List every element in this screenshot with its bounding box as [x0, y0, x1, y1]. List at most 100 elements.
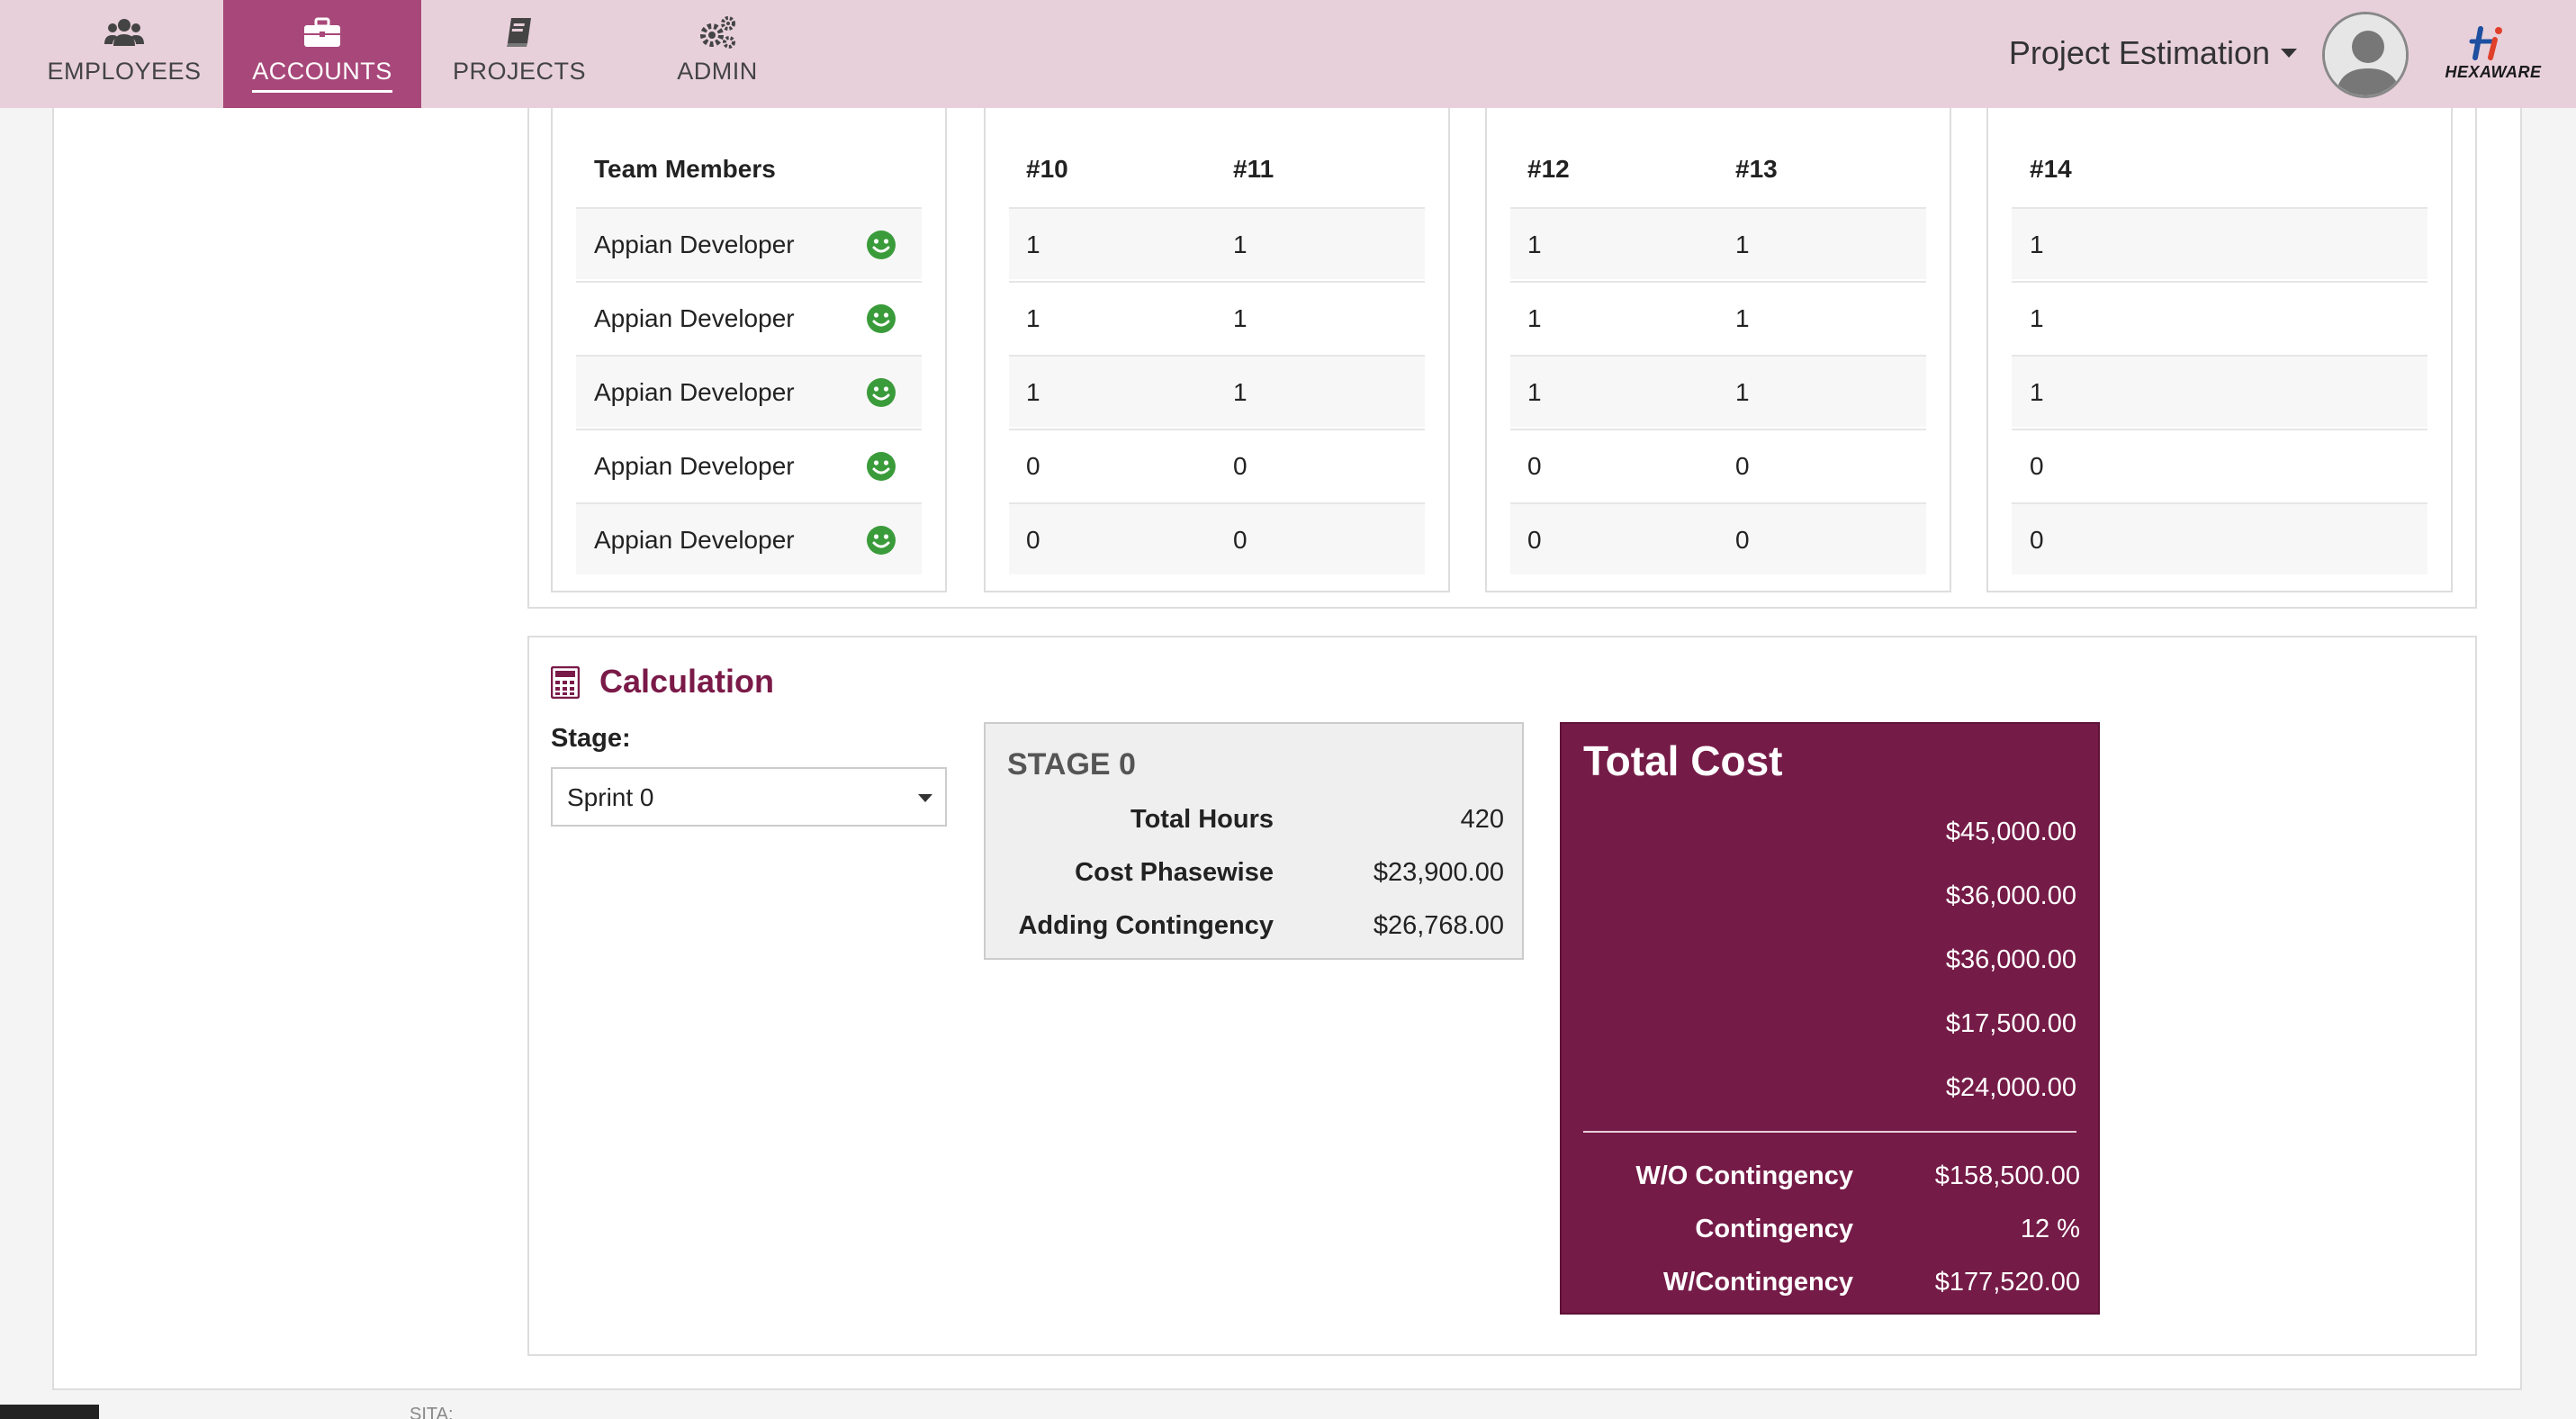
summary-value: $177,520.00	[1934, 1268, 2080, 1297]
project-selector[interactable]: Project Estimation	[2009, 34, 2297, 72]
summary-label: W/Contingency	[1662, 1268, 1853, 1297]
stage-row-adding-contingency: Adding Contingency $26,768.00	[986, 911, 1526, 963]
top-nav-bar: EMPLOYEES ACCOUNTS PROJECTS	[0, 0, 2576, 108]
total-cost-line: $36,000.00	[1945, 881, 2076, 910]
calculation-title: Calculation	[599, 663, 775, 700]
nav-projects[interactable]: PROJECTS	[423, 0, 616, 108]
table-row: 0	[2012, 502, 2427, 574]
nav-admin-label: ADMIN	[677, 58, 758, 85]
logo-text: HEXAWARE	[2445, 63, 2542, 81]
stage-select[interactable]: Sprint 0	[551, 767, 947, 827]
calculator-icon	[550, 665, 581, 700]
stage-row-label: Adding Contingency	[1018, 911, 1274, 940]
footer-bg	[99, 1405, 2576, 1419]
team-member-name: Appian Developer	[594, 452, 795, 480]
allocation-cell: 1	[1026, 304, 1040, 332]
nav-employees-label: EMPLOYEES	[47, 58, 202, 85]
smile-icon	[866, 230, 896, 260]
nav-employees[interactable]: EMPLOYEES	[27, 0, 221, 108]
gears-icon	[621, 14, 814, 50]
stage-row-value: $26,768.00	[1373, 911, 1504, 940]
nav-accounts-label: ACCOUNTS	[252, 58, 392, 93]
stage-summary-box: STAGE 0 Total Hours 420 Cost Phasewise $…	[984, 722, 1524, 960]
project-title: Project Estimation	[2008, 34, 2270, 71]
sprint-header-13: #13	[1735, 155, 1778, 183]
table-row: Appian Developer	[576, 502, 922, 574]
sprint-header-10: #10	[1026, 155, 1068, 183]
users-icon	[27, 14, 221, 50]
allocation-cell: 0	[1527, 526, 1542, 554]
stage-label: Stage:	[551, 724, 631, 753]
allocation-cell: 1	[1026, 378, 1040, 406]
smile-icon	[866, 525, 896, 556]
table-row: 1	[2012, 207, 2427, 279]
nav-accounts[interactable]: ACCOUNTS	[223, 0, 421, 108]
table-row: Appian Developer	[576, 355, 922, 427]
allocation-cell: 1	[1735, 230, 1750, 258]
stage-row-value: $23,900.00	[1373, 858, 1504, 887]
chevron-down-icon	[2281, 49, 2297, 58]
team-member-name: Appian Developer	[594, 304, 795, 332]
table-row: 0	[2012, 429, 2427, 501]
allocation-cell: 1	[1527, 304, 1542, 332]
allocation-cell: 1	[1233, 304, 1247, 332]
table-row: 1	[2012, 281, 2427, 353]
stage-row-total-hours: Total Hours 420	[986, 805, 1526, 857]
bottom-strip: SITA:	[0, 1405, 2576, 1419]
allocation-cell: 1	[1233, 378, 1247, 406]
briefcase-icon	[223, 14, 421, 50]
stage-row-cost-phasewise: Cost Phasewise $23,900.00	[986, 858, 1526, 910]
allocation-cell: 1	[1026, 230, 1040, 258]
summary-label: Contingency	[1695, 1215, 1853, 1243]
allocation-cell: 0	[1735, 452, 1750, 480]
table-row: Appian Developer	[576, 429, 922, 501]
allocation-cell: 1	[1735, 378, 1750, 406]
allocation-cell: 0	[1026, 452, 1040, 480]
table-row: 1	[2012, 355, 2427, 427]
allocation-cell: 1	[2030, 230, 2044, 258]
total-cost-line: $17,500.00	[1945, 1009, 2076, 1038]
allocation-cell: 1	[1527, 230, 1542, 258]
team-member-name: Appian Developer	[594, 526, 795, 554]
summary-label: W/O Contingency	[1635, 1161, 1853, 1190]
book-icon	[423, 14, 616, 50]
team-member-name: Appian Developer	[594, 230, 795, 258]
sprint-header-14: #14	[2030, 155, 2072, 183]
table-row: Appian Developer	[576, 207, 922, 279]
allocation-cell: 0	[2030, 526, 2044, 554]
nav-admin[interactable]: ADMIN	[621, 0, 814, 108]
summary-value: 12 %	[2020, 1215, 2080, 1243]
total-cost-line: $36,000.00	[1945, 945, 2076, 974]
smile-icon	[866, 377, 896, 408]
allocation-cell: 1	[2030, 304, 2044, 332]
total-cost-box: Total Cost $45,000.00 $36,000.00 $36,000…	[1560, 722, 2100, 1315]
avatar[interactable]	[2322, 12, 2409, 98]
allocation-cell: 0	[1735, 526, 1750, 554]
allocation-cell: 0	[1233, 526, 1247, 554]
user-avatar-icon	[2325, 14, 2406, 95]
nav-projects-label: PROJECTS	[452, 58, 587, 85]
sprint-header-11: #11	[1233, 155, 1274, 183]
total-cost-title: Total Cost	[1583, 737, 1783, 784]
footer-partial-text: SITA:	[410, 1405, 454, 1419]
team-members-header: Team Members	[594, 155, 776, 183]
smile-icon	[866, 451, 896, 482]
allocation-cell: 1	[1233, 230, 1247, 258]
logo-mark-icon	[2469, 26, 2502, 60]
allocation-cell: 0	[1026, 526, 1040, 554]
team-member-name: Appian Developer	[594, 378, 795, 406]
hexaware-logo: HEXAWARE	[2439, 23, 2547, 86]
divider	[1583, 1131, 2076, 1133]
allocation-cell: 1	[2030, 378, 2044, 406]
stage-row-label: Total Hours	[1130, 805, 1274, 834]
allocation-cell: 1	[1735, 304, 1750, 332]
